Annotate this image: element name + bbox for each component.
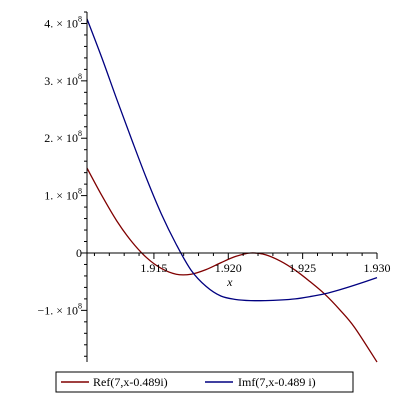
legend-box [55, 371, 354, 393]
series-line-2 [86, 18, 378, 302]
legend: Ref(7,x-0.489i) Imf(7,x-0.489 i) [55, 371, 354, 393]
legend-label-1: Ref(7,x-0.489i) [93, 375, 168, 389]
axes [81, 11, 378, 362]
y-tick-label: 2. × 108 [44, 129, 82, 145]
y-tick-label: 4. × 108 [44, 14, 82, 30]
y-tick-label: 1. × 108 [44, 187, 82, 203]
x-tick-label: 1.920 [215, 261, 242, 275]
x-tick-labels: 1.915 1.920 1.925 1.930 [140, 261, 390, 275]
y-tick-label: 0 [76, 246, 82, 260]
x-tick-label: 1.915 [140, 261, 167, 275]
series-line-1 [86, 167, 378, 363]
y-tick-labels: 4. × 108 3. × 108 2. × 108 1. × 108 0 −1. × 1… [37, 14, 82, 317]
x-axis-label: x [226, 275, 233, 289]
y-tick-label: 3. × 108 [44, 72, 82, 88]
legend-label-2: Imf(7,x-0.489 i) [238, 375, 316, 389]
y-tick-label: −1. × 108 [37, 301, 82, 317]
series-curves [86, 18, 378, 363]
x-tick-label: 1.930 [364, 261, 391, 275]
x-tick-label: 1.925 [289, 261, 316, 275]
